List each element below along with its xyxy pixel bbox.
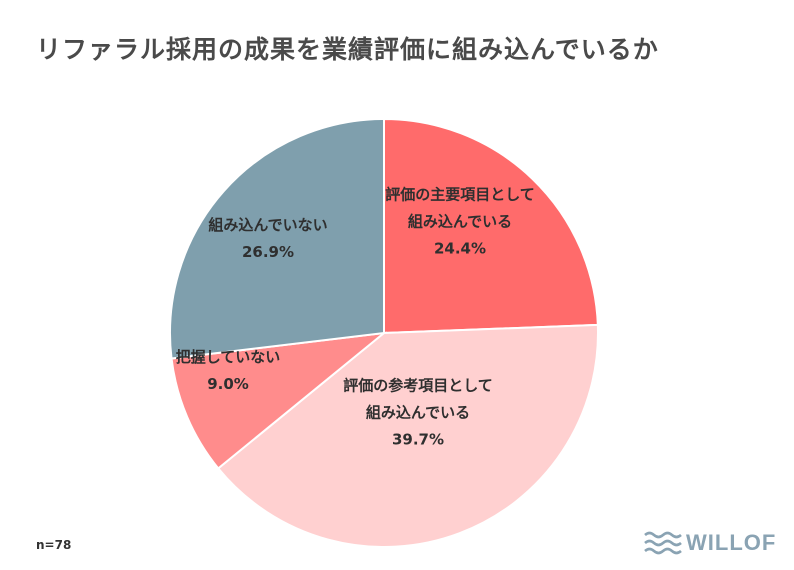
- pie-slice-3: [169, 117, 385, 360]
- slice-label-1-1: 組み込んでいる: [366, 404, 470, 422]
- slice-label-3-0: 組み込んでいない: [208, 216, 327, 234]
- pie-slices: [169, 117, 599, 548]
- pie-slice-0: [383, 117, 599, 335]
- willof-logo: WILLOF: [644, 530, 776, 556]
- sample-size-note: n=78: [36, 538, 72, 552]
- pie-slice-2: [170, 331, 388, 470]
- logo-text: WILLOF: [686, 530, 777, 555]
- slice-label-0-1: 組み込んでいる: [408, 213, 512, 231]
- slice-value-label-2: 9.0%: [207, 375, 249, 393]
- slice-value-label-1: 39.7%: [392, 431, 444, 449]
- slice-value-label-0: 24.4%: [434, 240, 486, 258]
- slice-label-0-0: 評価の主要項目として: [385, 186, 535, 204]
- slice-label-1-0: 評価の参考項目として: [343, 377, 493, 395]
- pie-slice-1: [216, 323, 599, 548]
- slice-value-label-3: 26.9%: [242, 243, 294, 261]
- wave-icon: [644, 531, 682, 555]
- pie-labels: 評価の主要項目として組み込んでいる24.4%評価の参考項目として組み込んでいる3…: [176, 186, 535, 449]
- chart-title: リファラル採用の成果を業績評価に組み込んでいるか: [36, 35, 659, 64]
- slice-label-2-0: 把握していない: [176, 348, 281, 366]
